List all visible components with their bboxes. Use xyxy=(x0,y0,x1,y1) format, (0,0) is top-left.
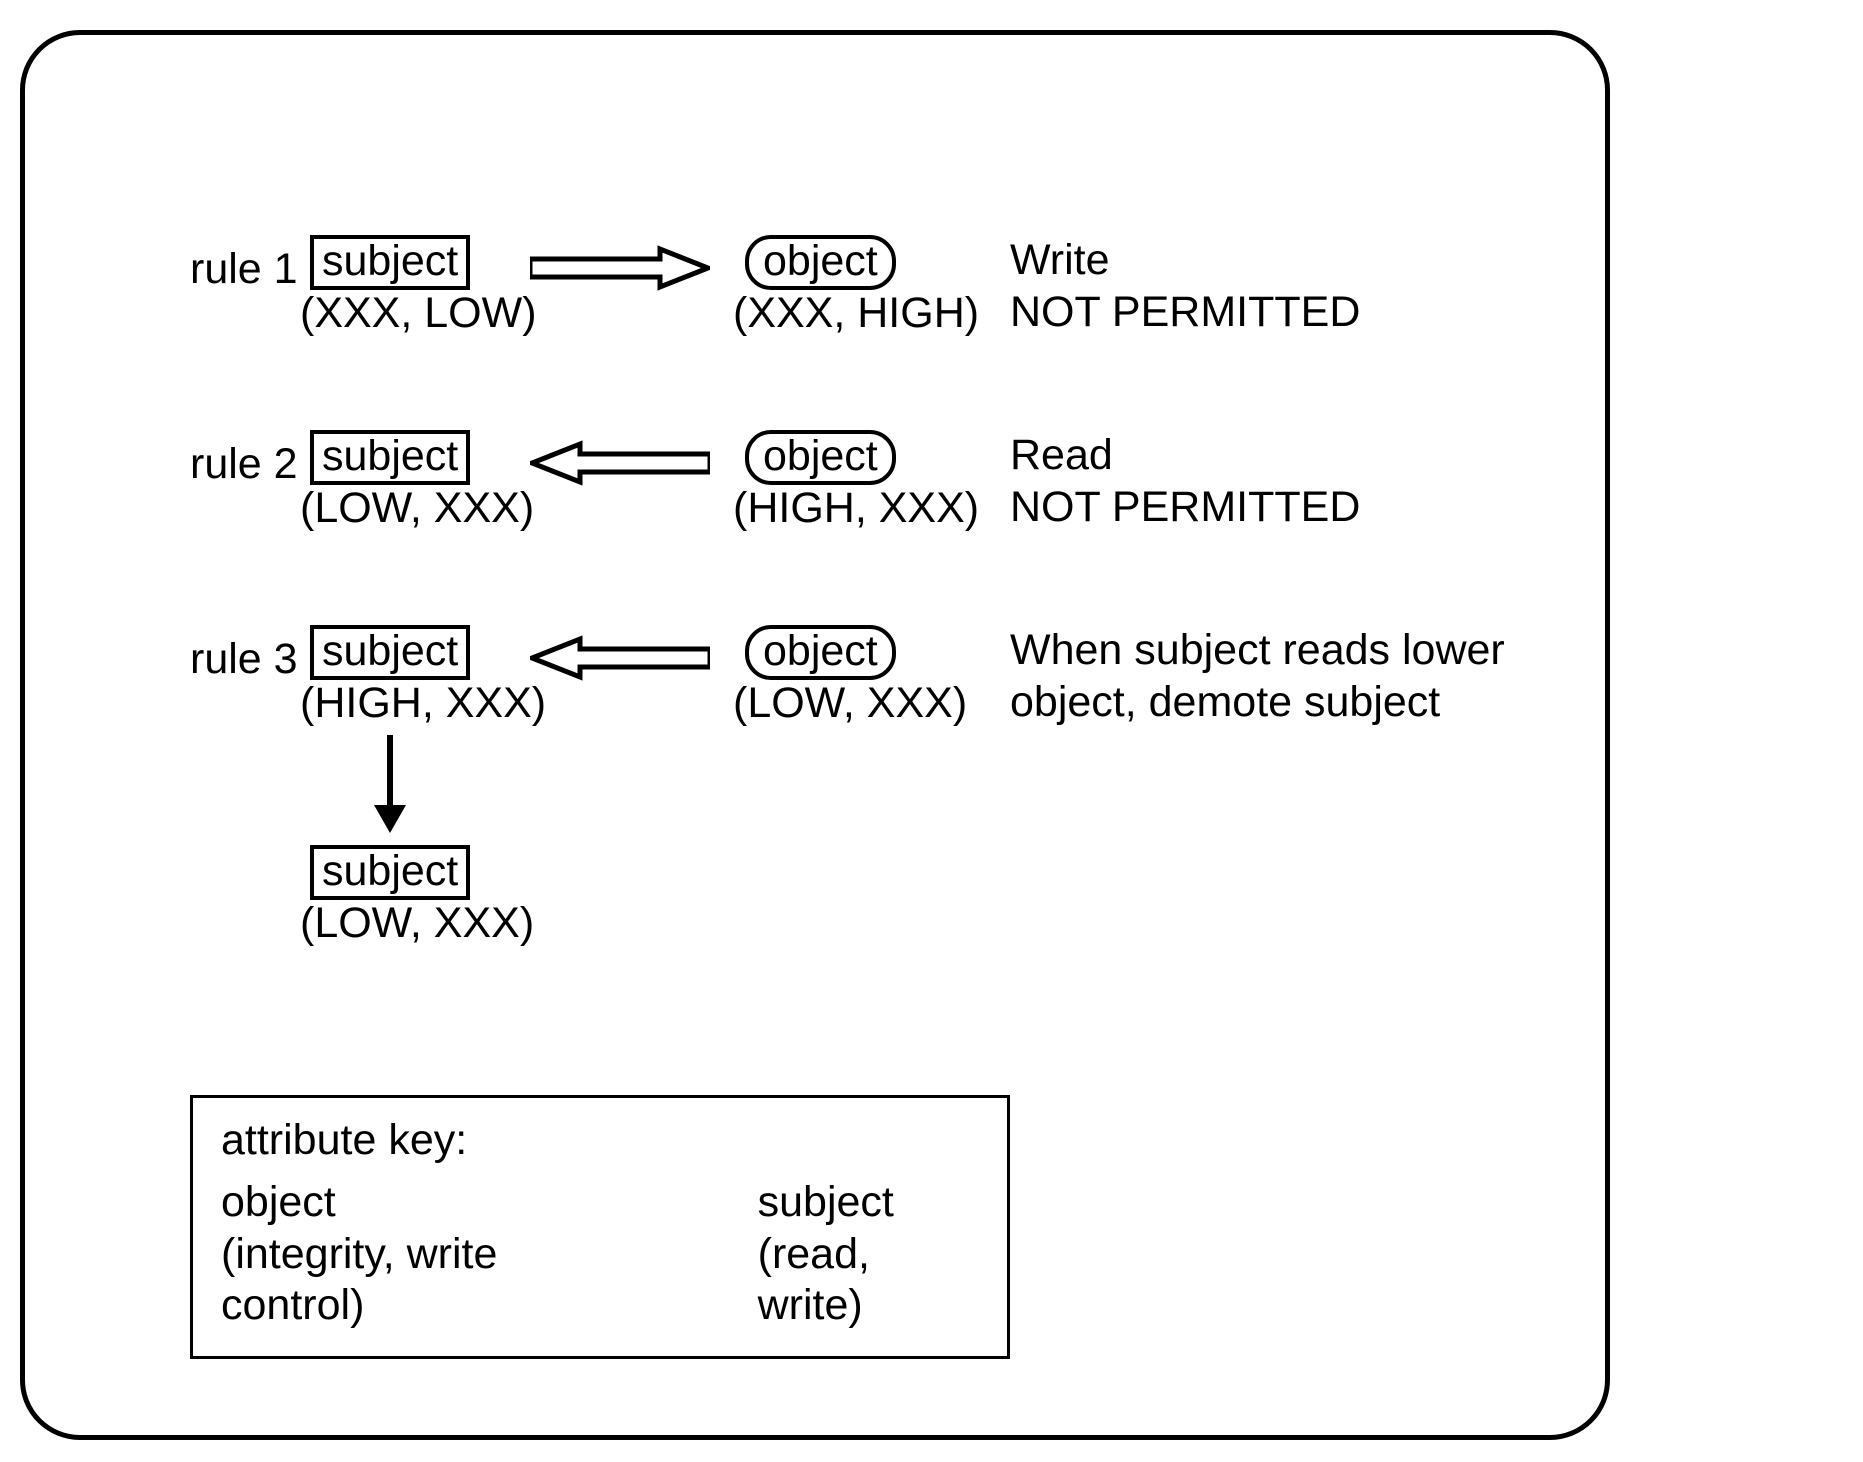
rule2-subject-attrs: (LOW, XXX) xyxy=(300,484,534,533)
rule3-down-arrow-icon xyxy=(370,735,410,835)
rule1-arrow-right-icon xyxy=(530,245,710,291)
rule2-object-text: object xyxy=(763,432,878,480)
diagram-frame: rule 1 subject (XXX, LOW) object (XXX, H… xyxy=(20,30,1610,1440)
rule1-subject-box: subject xyxy=(310,235,470,290)
rule2-label: rule 2 xyxy=(190,440,298,489)
rule3-subject-box: subject xyxy=(310,625,470,680)
rule3-subject-text: subject xyxy=(322,627,458,675)
rule3-label: rule 3 xyxy=(190,635,298,684)
rule2-object-attrs: (HIGH, XXX) xyxy=(733,484,979,533)
attribute-key-subject-attrs: (read, write) xyxy=(758,1229,979,1332)
rule1-label: rule 1 xyxy=(190,245,298,294)
rule1-object-box: object xyxy=(745,235,896,290)
attribute-key-title: attribute key: xyxy=(221,1116,979,1165)
rule2-description: Read NOT PERMITTED xyxy=(1010,430,1360,533)
attribute-key-subject-label: subject xyxy=(758,1177,979,1229)
attribute-key-object-label: object xyxy=(221,1177,638,1229)
attribute-key-object-col: object (integrity, write control) xyxy=(221,1177,638,1332)
rule3-object-attrs: (LOW, XXX) xyxy=(733,679,967,728)
rule3-description: When subject reads lower object, demote … xyxy=(1010,625,1505,728)
rule3-arrow-left-icon xyxy=(530,635,710,681)
rule3-object-text: object xyxy=(763,627,878,675)
rule1-subject-text: subject xyxy=(322,237,458,285)
rule2-subject-box: subject xyxy=(310,430,470,485)
attribute-key-box: attribute key: object (integrity, write … xyxy=(190,1095,1010,1359)
rule3-subject-attrs: (HIGH, XXX) xyxy=(300,679,546,728)
rule3-demote-subject-attrs: (LOW, XXX) xyxy=(300,899,534,948)
rule1-object-text: object xyxy=(763,237,878,285)
rule2-object-box: object xyxy=(745,430,896,485)
rule3-demote-subject-box: subject xyxy=(310,845,470,900)
rule2-subject-text: subject xyxy=(322,432,458,480)
attribute-key-subject-col: subject (read, write) xyxy=(758,1177,979,1332)
attribute-key-object-attrs: (integrity, write control) xyxy=(221,1229,638,1332)
rule3-demote-subject-text: subject xyxy=(322,847,458,895)
diagram-canvas: rule 1 subject (XXX, LOW) object (XXX, H… xyxy=(0,0,1863,1462)
rule1-description: Write NOT PERMITTED xyxy=(1010,235,1360,338)
rule3-object-box: object xyxy=(745,625,896,680)
rule1-subject-attrs: (XXX, LOW) xyxy=(300,289,537,338)
rule1-object-attrs: (XXX, HIGH) xyxy=(733,289,979,338)
rule2-arrow-left-icon xyxy=(530,440,710,486)
